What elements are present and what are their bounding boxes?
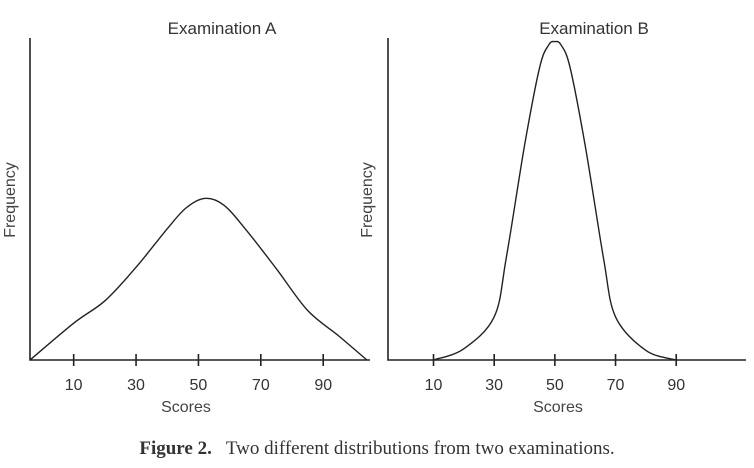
x-tick-label: 90 bbox=[667, 377, 685, 394]
x-tick-label: 30 bbox=[127, 377, 145, 394]
caption-text: Two different distributions from two exa… bbox=[225, 438, 615, 459]
caption-label: Figure 2. bbox=[139, 438, 212, 459]
chart-title: Examination B bbox=[539, 19, 649, 38]
x-axis-label: Scores bbox=[161, 399, 211, 416]
y-axis-label: Frequency bbox=[2, 162, 19, 238]
x-tick-label: 30 bbox=[485, 377, 503, 394]
x-ticks: 10 30 50 70 90 bbox=[65, 354, 332, 394]
x-tick-label: 70 bbox=[252, 377, 270, 394]
distribution-curve bbox=[433, 40, 677, 361]
x-tick-label: 50 bbox=[546, 377, 564, 394]
x-tick-label: 70 bbox=[607, 377, 625, 394]
chart-examination-b: Examination B 10 30 50 70 90 Scores Frequenc… bbox=[359, 19, 746, 416]
x-ticks: 10 30 50 70 90 bbox=[425, 354, 685, 394]
x-tick-label: 90 bbox=[314, 377, 332, 394]
x-axis-label: Scores bbox=[533, 399, 583, 416]
x-tick-label: 50 bbox=[190, 377, 208, 394]
figure-caption: Figure 2. Two different distributions fro… bbox=[0, 438, 754, 460]
x-tick-label: 10 bbox=[65, 377, 83, 394]
chart-examination-a: Examination A 10 30 50 70 90 Scores Frequenc… bbox=[2, 19, 370, 416]
axes bbox=[387, 38, 746, 361]
y-axis-label: Frequency bbox=[359, 162, 376, 238]
chart-title: Examination A bbox=[168, 19, 277, 38]
distribution-curve bbox=[29, 197, 368, 361]
x-tick-label: 10 bbox=[425, 377, 443, 394]
